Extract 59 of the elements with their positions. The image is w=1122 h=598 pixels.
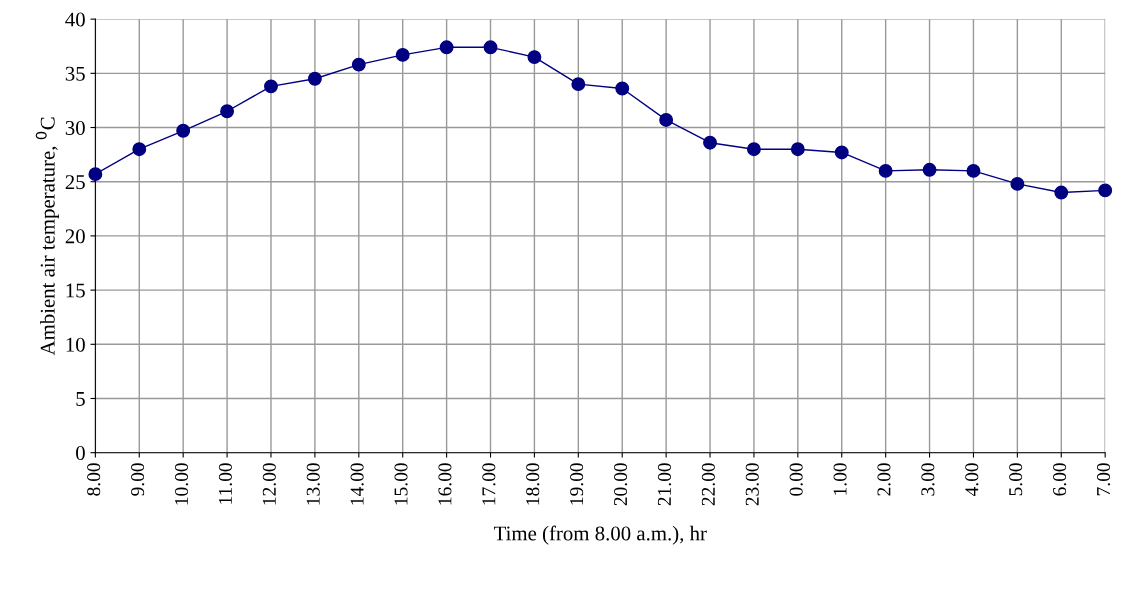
point (703, 135, 717, 150)
point (264, 79, 278, 94)
x-tick-label: 10.00 (174, 463, 189, 505)
x-tick-label: 12.00 (262, 463, 276, 505)
y-tick-label: 35 (65, 66, 85, 81)
point (659, 112, 674, 127)
y-tick-label: 5 (76, 392, 85, 406)
y-tick-label: 15 (66, 283, 85, 298)
point (132, 142, 147, 157)
point (307, 71, 322, 86)
point (1010, 176, 1025, 191)
y-axis-title: Ambient air temperature, $^{0}$C (35, 117, 59, 356)
x-tick-label: 9.00 (131, 463, 145, 496)
point (439, 40, 454, 55)
point (834, 145, 849, 160)
point (878, 163, 893, 178)
x-axis-title: Time (from 8.00 a.m.), hr (493, 525, 707, 545)
point (351, 57, 366, 72)
point (483, 40, 498, 55)
x-tick-label: 18.00 (526, 463, 540, 505)
point (1054, 185, 1069, 200)
x-tick-label: 22.00 (701, 463, 715, 506)
y-tick-label: 40 (65, 12, 85, 27)
x-tick-label: 14.00 (350, 463, 364, 505)
x-tick-label: 6.00 (1053, 463, 1067, 496)
y-tick-label: 30 (65, 120, 85, 135)
x-tick-label: 20.00 (613, 463, 628, 506)
point (966, 163, 981, 178)
x-tick-label: 16.00 (438, 463, 452, 505)
x-tick-label: 11.00 (218, 463, 233, 504)
point (615, 81, 630, 96)
point (571, 77, 586, 92)
x-tick-label: 17.00 (482, 463, 496, 505)
x-tick-label: 4.00 (965, 463, 979, 497)
x-tick-label: 7.00 (1096, 463, 1111, 496)
x-tick-label: 19.00 (570, 463, 584, 505)
point (176, 123, 191, 138)
x-tick-label: 23.00 (745, 463, 759, 506)
y-tick-label: 20 (65, 229, 85, 244)
point (220, 104, 235, 119)
x-tick-label: 8.00 (87, 463, 101, 496)
point (790, 142, 805, 157)
x-tick-label: 0.00 (789, 463, 803, 496)
y-tick-label: 10 (66, 337, 85, 352)
y-tick-label: 0 (76, 446, 85, 461)
y-tick-label: 25 (65, 175, 85, 190)
point (527, 50, 542, 65)
x-tick-label: 13.00 (306, 463, 320, 505)
x-tick-label: 21.00 (657, 463, 672, 506)
point (746, 142, 761, 157)
x-tick-label: 2.00 (877, 463, 891, 496)
point (395, 47, 410, 62)
x-tick-label: 5.00 (1009, 463, 1023, 496)
point (88, 167, 103, 182)
x-tick-label: 15.00 (394, 463, 408, 505)
point (922, 162, 937, 177)
point (1098, 183, 1113, 198)
x-tick-label: 3.00 (921, 463, 935, 496)
x-tick-label: 1.00 (833, 463, 847, 495)
